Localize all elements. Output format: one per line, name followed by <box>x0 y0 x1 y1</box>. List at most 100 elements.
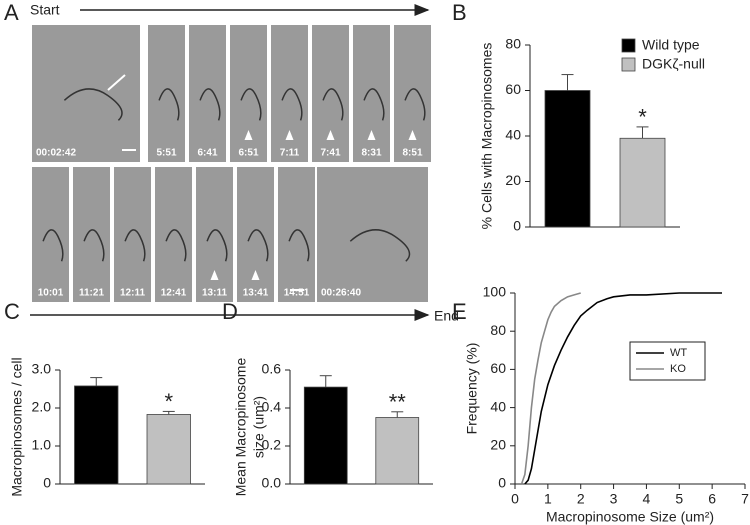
panel-label: D <box>222 299 238 324</box>
timestamp: 6:41 <box>197 148 217 159</box>
legend-box <box>629 341 706 381</box>
panel-label: C <box>4 299 20 324</box>
x-tick-label: 1 <box>544 491 552 507</box>
x-tick-label: 5 <box>675 491 683 507</box>
micrograph <box>317 167 428 302</box>
micrograph <box>237 167 274 302</box>
y-axis-label: Macropinosomes / cell <box>9 357 25 496</box>
timestamp: 10:01 <box>38 288 64 299</box>
y-tick-label: 80 <box>490 322 506 338</box>
arrowhead <box>408 130 417 140</box>
y-tick-label: 20 <box>505 172 521 188</box>
x-tick-label: 4 <box>643 491 651 507</box>
cell-outline <box>363 88 385 121</box>
timestamp: 11:21 <box>79 288 104 299</box>
timestamp: 7:41 <box>320 148 340 159</box>
legend-label: Wild type <box>642 37 700 53</box>
y-tick-label: 0 <box>498 475 506 491</box>
x-tick-label: 3 <box>610 491 618 507</box>
legend-label: KO <box>670 363 686 375</box>
y-axis-label: Frequency (%) <box>464 343 480 435</box>
y-tick-label: 60 <box>505 81 521 97</box>
panel-label: E <box>452 299 467 324</box>
cell-outline <box>165 229 187 262</box>
legend-label: DGKζ-null <box>642 56 705 72</box>
timestamp: 7:11 <box>280 148 300 159</box>
arrowhead <box>367 130 376 140</box>
y-tick-label: 3.0 <box>32 361 52 377</box>
micrograph <box>394 25 431 162</box>
cell-outline <box>247 229 269 262</box>
bar <box>375 417 420 485</box>
timestamp: 13:11 <box>202 288 227 299</box>
micrograph <box>114 167 151 302</box>
start-label: Start <box>30 2 60 18</box>
y-axis-label: % Cells with Macropinosomes <box>479 43 495 230</box>
cell-outline <box>206 229 228 262</box>
legend-label: WT <box>670 347 687 359</box>
significance: * <box>164 389 173 414</box>
series-line <box>524 292 722 485</box>
timestamp: 12:11 <box>120 288 145 299</box>
timestamp: 8:51 <box>402 148 422 159</box>
cell-outline <box>288 229 310 262</box>
x-tick-label: 2 <box>577 491 585 507</box>
cell-outline <box>63 88 123 121</box>
cell-outline <box>83 229 105 262</box>
micrograph <box>148 25 185 162</box>
timestamp: 14:51 <box>284 288 310 299</box>
arrow <box>107 74 126 91</box>
y-tick-label: 2.0 <box>32 399 52 415</box>
y-tick-label: 80 <box>505 36 521 52</box>
micrograph <box>271 25 308 162</box>
x-tick-label: 7 <box>741 491 749 507</box>
micrograph <box>32 167 69 302</box>
y-tick-label: 0 <box>43 475 51 491</box>
y-tick-label: 20 <box>490 437 506 453</box>
cell-outline <box>240 88 262 121</box>
y-tick-label: 1.0 <box>32 437 52 453</box>
bar <box>544 90 591 228</box>
panel-label: A <box>4 0 19 25</box>
panel-label: B <box>452 0 467 25</box>
x-tick-label: 0 <box>511 491 519 507</box>
y-axis-label: size (um²) <box>251 396 267 458</box>
arrowhead <box>326 130 335 140</box>
legend-swatch <box>621 57 636 72</box>
cell-outline <box>158 88 180 121</box>
y-tick-label: 0 <box>513 218 521 234</box>
y-tick-label: 60 <box>490 360 506 376</box>
micrograph <box>196 167 233 302</box>
timestamp: 12:41 <box>161 288 187 299</box>
y-tick-label: 0.4 <box>262 399 282 415</box>
y-axis-label: Mean Macropinosome <box>233 358 249 497</box>
micrograph <box>312 25 349 162</box>
significance: * <box>638 105 647 130</box>
timestamp: 00:02:42 <box>36 148 76 159</box>
micrograph <box>32 25 140 162</box>
cell-outline <box>281 88 303 121</box>
timestamp: 00:26:40 <box>321 288 361 299</box>
micrograph <box>73 167 110 302</box>
bar <box>146 414 191 485</box>
micrograph <box>278 167 315 302</box>
bar <box>619 137 666 228</box>
end-label: End <box>434 308 459 324</box>
significance: ** <box>389 390 407 415</box>
bar <box>303 386 348 485</box>
arrowhead <box>244 130 253 140</box>
x-tick-label: 6 <box>708 491 716 507</box>
x-axis-label: Macropinosome Size (um²) <box>546 509 714 525</box>
micrograph <box>155 167 192 302</box>
y-tick-label: 40 <box>490 398 506 414</box>
bar <box>74 385 119 485</box>
cell-outline <box>404 88 426 121</box>
micrograph <box>353 25 390 162</box>
micrograph <box>189 25 226 162</box>
y-tick-label: 0.6 <box>262 361 282 377</box>
cell-outline <box>349 229 411 262</box>
arrowhead <box>251 270 260 280</box>
micrograph <box>230 25 267 162</box>
cell-outline <box>124 229 146 262</box>
